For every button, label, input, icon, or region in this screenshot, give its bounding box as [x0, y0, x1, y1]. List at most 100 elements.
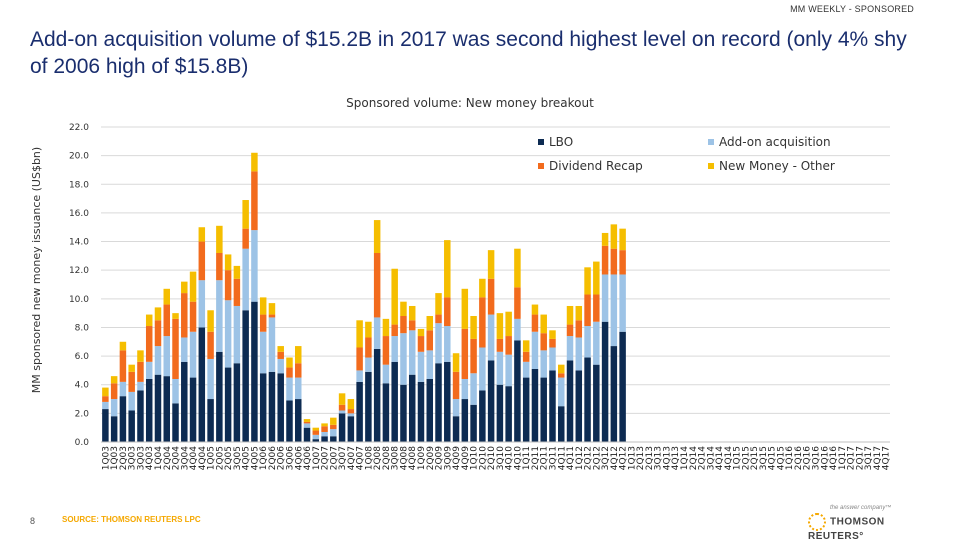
x-tick-label: 4Q09 — [461, 446, 471, 471]
bar-segment — [610, 274, 618, 347]
bar-segment — [181, 361, 188, 442]
bar-segment — [566, 324, 574, 337]
y-tick-label: 14.0 — [69, 238, 89, 248]
bar-segment — [242, 228, 249, 249]
bar-segment — [496, 313, 504, 339]
y-axis-label: MM sponsored new money issuance (US$bn) — [30, 147, 43, 393]
bar-segment — [549, 370, 556, 442]
bar-segment — [540, 350, 547, 378]
x-tick-label: 3Q15 — [759, 446, 769, 470]
bar-segment — [172, 318, 179, 379]
bar-segment — [295, 399, 302, 442]
x-tick-label: 2Q05 — [224, 446, 234, 470]
bar-segment — [295, 346, 302, 364]
bar-segment — [154, 346, 162, 375]
x-tick-label: 4Q14 — [715, 446, 725, 471]
bar-segment — [233, 363, 241, 442]
bar-segment — [207, 310, 214, 332]
legend-swatch — [538, 163, 544, 169]
bar-segment — [400, 316, 407, 334]
bar-segment — [373, 220, 381, 253]
x-tick-label: 4Q12 — [610, 446, 620, 470]
x-tick-label: 3Q03 — [128, 446, 138, 470]
x-tick-label: 2Q14 — [689, 446, 699, 471]
legend-swatch — [708, 139, 714, 145]
bar-segment — [295, 377, 302, 400]
x-tick-label: 4Q11 — [557, 446, 567, 470]
bar-segment — [347, 399, 355, 410]
x-tick-label: 1Q05 — [207, 446, 217, 470]
bar-segment — [496, 351, 504, 385]
y-tick-label: 2.0 — [75, 409, 90, 419]
bar-segment — [522, 351, 530, 362]
bar-segment — [356, 381, 363, 442]
x-tick-label: 3Q07 — [338, 446, 348, 470]
bar-segment — [584, 326, 591, 358]
x-tick-label: 2Q08 — [373, 446, 383, 471]
bar-segment — [365, 337, 372, 358]
bar-segment — [356, 370, 363, 382]
bar-segment — [145, 314, 153, 327]
x-tick-label: 3Q06 — [285, 446, 295, 471]
bar-segment — [479, 390, 486, 442]
x-tick-label: 2Q08 — [382, 446, 392, 471]
bar-segment — [128, 371, 135, 392]
bar-segment — [163, 288, 170, 305]
bar-segment — [435, 323, 442, 364]
bar-segment — [110, 376, 118, 384]
bar-segment — [128, 410, 135, 442]
x-tick-label: 4Q07 — [347, 446, 357, 470]
bar-segment — [426, 379, 433, 442]
bar-segment — [382, 383, 390, 442]
x-tick-label: 4Q07 — [356, 446, 366, 470]
bar-segment — [137, 361, 144, 382]
y-tick-label: 18.0 — [69, 180, 89, 190]
bar-segment — [531, 331, 539, 369]
bar-segment — [435, 314, 442, 324]
bar-segment — [619, 274, 626, 332]
x-tick-label: 1Q09 — [417, 446, 427, 471]
bar-segment — [207, 358, 214, 400]
source-note: SOURCE: THOMSON REUTERS LPC — [62, 515, 201, 524]
bar-segment — [312, 434, 320, 440]
bar-segment — [461, 379, 469, 400]
bar-segment — [549, 338, 556, 348]
bar-segment — [461, 288, 469, 329]
page-title: Add-on acquisition volume of $15.2B in 2… — [30, 28, 907, 78]
bar-segment — [312, 439, 320, 442]
bar-segment — [154, 307, 162, 321]
bar-segment — [365, 357, 372, 372]
bar-segment — [558, 377, 565, 407]
bar-segment — [426, 330, 433, 351]
bar-segment — [145, 326, 153, 362]
bar-segment — [216, 351, 223, 442]
y-tick-label: 16.0 — [69, 209, 89, 219]
bar-segment — [321, 426, 328, 432]
x-tick-label: 2Q10 — [478, 446, 488, 471]
bar-segment — [575, 305, 583, 321]
bar-segment — [251, 171, 258, 231]
bar-segment — [224, 270, 232, 301]
bar-segment — [505, 386, 512, 442]
bar-segment — [408, 320, 416, 331]
x-tick-label: 4Q10 — [513, 446, 523, 471]
x-tick-label: 4Q06 — [303, 446, 313, 471]
x-tick-label: 4Q15 — [776, 446, 786, 470]
bar-segment — [382, 318, 390, 337]
bar-segment — [303, 427, 311, 442]
bar-segment — [128, 364, 135, 372]
bar-segment — [496, 384, 504, 442]
bar-segment — [128, 391, 135, 411]
x-tick-label: 4Q08 — [408, 446, 418, 471]
bar-segment — [224, 300, 232, 368]
bar-segment — [470, 404, 477, 442]
bar-segment — [479, 347, 486, 391]
bar-segment — [435, 363, 442, 442]
bar-segment — [382, 336, 390, 365]
bar-segment — [408, 305, 416, 321]
bar-segment — [435, 293, 442, 315]
bar-segment — [347, 413, 355, 417]
bar-segment — [242, 200, 249, 229]
y-tick-label: 8.0 — [75, 323, 90, 333]
